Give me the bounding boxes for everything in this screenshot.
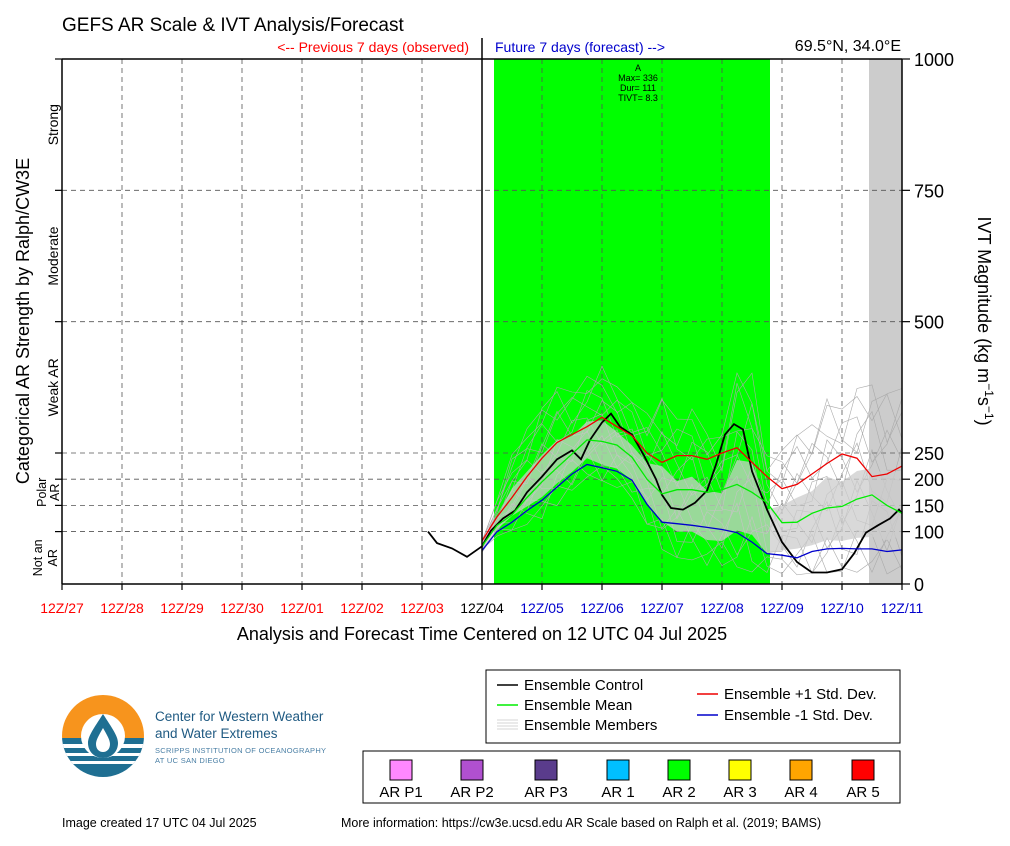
ar-scale-label: AR P2 [450, 784, 493, 801]
ar-scale-label: AR 1 [601, 784, 634, 801]
x-tick-label: 12Z/08 [700, 600, 744, 616]
logo-line4: AT UC SAN DIEGO [155, 756, 226, 765]
series-line-ensemble-1-std-dev- [481, 416, 903, 542]
ensemble-member-line [481, 390, 902, 542]
ar-scale-legend: AR P1 AR P2 AR P3 AR 1 AR 2 AR 3 AR 4 AR 5 [362, 750, 901, 804]
x-tick-label: 12Z/02 [340, 600, 384, 616]
category-label: Moderate [45, 226, 61, 285]
ensemble-members-band [482, 420, 902, 554]
x-tick-label: 12Z/01 [280, 600, 324, 616]
series-line-ensemble-1-std-dev- [481, 463, 903, 559]
ar-scale-swatch [606, 759, 630, 781]
category-label: Strong [45, 104, 61, 145]
cw3e-logo-icon [62, 695, 144, 777]
x-tick-label: 12Z/07 [640, 600, 684, 616]
ar-scale-swatch [789, 759, 813, 781]
x-tick-label: 12Z/27 [40, 600, 84, 616]
ar-scale-swatch [534, 759, 558, 781]
ensemble-member-line [481, 383, 903, 545]
x-tick-label: 12Z/09 [760, 600, 804, 616]
x-tick-label: 12Z/03 [400, 600, 444, 616]
category-label: Weak AR [45, 358, 61, 416]
x-axis-label: Analysis and Forecast Time Centered on 1… [237, 624, 727, 644]
ar-scale-label: AR 2 [662, 784, 695, 801]
ar-scale-swatch [460, 759, 484, 781]
logo-line1: Center for Western Weather [155, 709, 324, 724]
ar-scale-swatch [389, 759, 413, 781]
legend-mean: Ensemble Mean [524, 697, 632, 714]
x-tick-label: 12Z/06 [580, 600, 624, 616]
y-axis-left-label: Categorical AR Strength by Ralph/CW3E [13, 158, 33, 484]
legend-minus: Ensemble -1 Std. Dev. [724, 707, 873, 724]
future-days-label: Future 7 days (forecast) --> [495, 39, 665, 55]
ensemble-member-line [481, 372, 903, 540]
ar-scale-label: AR 5 [846, 784, 879, 801]
ensemble-member-line [481, 465, 903, 576]
y-tick-label: 500 [914, 313, 944, 333]
legend-members: Ensemble Members [524, 717, 657, 734]
ar-scale-swatch [728, 759, 752, 781]
ar-scale-label: AR 3 [723, 784, 756, 801]
x-tick-label: 12Z/29 [160, 600, 204, 616]
category-label: Not an [31, 539, 45, 576]
ar-scale-label: AR P1 [379, 784, 422, 801]
series-line-ensemble-mean [481, 439, 903, 547]
chart-title: GEFS AR Scale & IVT Analysis/Forecast [62, 15, 404, 36]
category-label: AR [46, 549, 60, 566]
logo-line3: SCRIPPS INSTITUTION OF OCEANOGRAPHY [155, 746, 327, 755]
ar-annotation-line: Max= 336 [618, 73, 658, 83]
y-tick-label: 100 [914, 523, 944, 543]
ar-annotation-line: Dur= 111 [620, 83, 656, 93]
x-tick-label: 12Z/30 [220, 600, 264, 616]
y-axis-right-label: IVT Magnitude (kg m−1s−1) [974, 216, 996, 425]
y-tick-label: 1000 [914, 50, 954, 70]
ensemble-member-line [481, 372, 903, 543]
series-line-ensemble-control [427, 412, 903, 574]
y-tick-label: 250 [914, 444, 944, 464]
ensemble-member-line [481, 365, 903, 542]
ar-scale-swatch [667, 759, 691, 781]
ar-scale-label: AR P3 [524, 784, 567, 801]
y-tick-label: 150 [914, 496, 944, 516]
logo-text: Center for Western Weather and Water Ext… [155, 708, 326, 766]
x-tick-label: 12Z/04 [460, 600, 504, 616]
location-label: 69.5°N, 34.0°E [795, 38, 901, 55]
x-tick-label: 12Z/10 [820, 600, 864, 616]
y-tick-label: 750 [914, 181, 944, 201]
ar-scale-swatch [851, 759, 875, 781]
legend: Ensemble Control Ensemble Mean Ensemble … [485, 669, 901, 744]
footer-created: Image created 17 UTC 04 Jul 2025 [62, 816, 257, 830]
ar-annotation-line: A [635, 63, 641, 73]
legend-control: Ensemble Control [524, 677, 643, 694]
previous-days-label: <-- Previous 7 days (observed) [277, 39, 469, 55]
y-tick-label: 200 [914, 470, 944, 490]
legend-members-swatch [497, 719, 518, 730]
logo-line2: and Water Extremes [155, 726, 278, 741]
category-label: Polar [35, 478, 49, 507]
plot-area: 0 100 150 200 250 500 750 1000 12Z/27 12Z/28 12Z/2… [31, 38, 954, 616]
category-label: AR [48, 484, 62, 501]
legend-plus: Ensemble +1 Std. Dev. [724, 686, 877, 703]
ar-annotation-line: TIVT= 8.3 [618, 93, 658, 103]
ar-scale-label: AR 4 [784, 784, 817, 801]
y-tick-label: 0 [914, 575, 924, 595]
x-tick-label: 12Z/11 [881, 600, 924, 616]
x-tick-label: 12Z/28 [100, 600, 144, 616]
footer-more-info: More information: https://cw3e.ucsd.edu … [341, 816, 822, 830]
x-tick-label: 12Z/05 [520, 600, 564, 616]
